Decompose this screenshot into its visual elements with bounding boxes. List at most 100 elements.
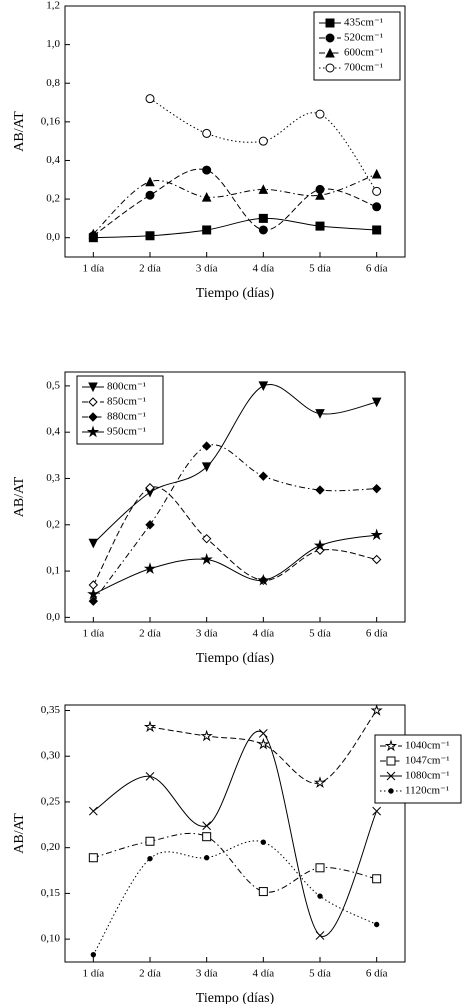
marker [145, 483, 155, 493]
plot-frame [64, 371, 406, 623]
marker [202, 225, 212, 235]
x-tick-label: 5 día [309, 968, 331, 980]
marker [313, 776, 327, 788]
marker [372, 874, 382, 884]
marker [86, 425, 100, 438]
legend-label: 880cm⁻¹ [107, 411, 146, 423]
y-tick-label: 1,0 [46, 38, 60, 50]
x-tick-label: 6 día [366, 263, 388, 275]
x-tick-label: 1 día [82, 263, 104, 275]
x-tick-label: 3 día [196, 968, 218, 980]
marker [371, 397, 382, 408]
marker [143, 720, 157, 733]
y-tick-label: 0,25 [41, 795, 61, 807]
x-tick-label: 6 día [366, 968, 388, 980]
legend-label: 800cm⁻¹ [107, 381, 146, 393]
y-tick-label: 0,20 [41, 841, 61, 853]
legend-label: 1080cm⁻¹ [405, 770, 450, 782]
marker [325, 47, 335, 58]
x-tick-label: 6 día [366, 628, 388, 640]
marker [315, 221, 325, 231]
marker [372, 225, 382, 235]
marker [88, 228, 99, 239]
series-line [92, 444, 377, 602]
plot-frame [64, 5, 406, 258]
marker [145, 190, 155, 200]
marker [373, 921, 380, 928]
x-tick-label: 4 día [252, 968, 274, 980]
marker [388, 788, 394, 794]
marker [88, 412, 98, 422]
y-tick-label: 0,2 [46, 518, 60, 530]
marker [257, 737, 270, 750]
marker [258, 381, 269, 392]
legend-label: 1047cm⁻¹ [405, 755, 450, 767]
marker [372, 186, 382, 196]
x-tick-label: 4 día [252, 628, 274, 640]
marker [88, 538, 99, 549]
x-axis-label: Tiempo (días) [196, 651, 275, 666]
marker [88, 397, 98, 407]
series-line [92, 840, 377, 955]
marker [203, 855, 210, 861]
x-tick-label: 2 día [139, 968, 161, 980]
marker [202, 821, 212, 831]
y-tick-label: 0,4 [46, 154, 60, 166]
marker [145, 771, 155, 781]
x-tick-label: 3 día [196, 628, 218, 640]
marker [257, 573, 270, 586]
marker [258, 887, 268, 897]
legend-label: 600cm⁻¹ [344, 47, 383, 59]
marker [313, 539, 327, 551]
y-tick-label: 0,2 [46, 193, 60, 205]
marker [87, 587, 100, 600]
marker [88, 853, 98, 863]
marker [143, 562, 157, 574]
marker [201, 533, 212, 544]
y-tick-label: 1,2 [46, 0, 60, 12]
y-tick-label: 0,5 [46, 379, 60, 391]
marker [372, 806, 382, 816]
x-axis-label: Tiempo (días) [196, 991, 275, 1004]
series-line [92, 173, 377, 235]
marker [201, 192, 212, 202]
y-tick-label: 0,10 [41, 933, 61, 945]
y-tick-label: 0,3 [46, 472, 60, 484]
marker [315, 109, 325, 119]
marker [258, 184, 269, 194]
y-tick-label: 0,1 [46, 565, 60, 577]
x-axis-label: Tiempo (días) [196, 286, 275, 301]
marker [325, 33, 335, 43]
marker [258, 225, 268, 235]
marker [202, 832, 212, 842]
y-axis-label: AB/AT [12, 476, 27, 517]
y-axis-label: AB/AT [12, 111, 27, 152]
series-line [149, 710, 378, 784]
marker [88, 382, 98, 393]
marker [384, 739, 398, 752]
marker [145, 520, 155, 530]
y-tick-label: 0,35 [41, 704, 61, 716]
y-tick-label: 0,15 [41, 887, 61, 899]
legend-label: 1040cm⁻¹ [405, 740, 450, 752]
marker [201, 462, 212, 473]
marker [258, 471, 269, 481]
legend-label: 850cm⁻¹ [107, 396, 146, 408]
marker [386, 771, 396, 781]
marker [315, 190, 325, 200]
plot-frame [64, 704, 406, 963]
x-tick-label: 2 día [139, 628, 161, 640]
series-line [93, 730, 378, 937]
marker [371, 168, 382, 179]
marker [145, 176, 155, 187]
marker [258, 136, 268, 146]
marker [315, 863, 325, 873]
y-tick-label: 0,0 [46, 611, 60, 623]
y-tick-label: 0,8 [46, 77, 60, 89]
marker [90, 951, 97, 958]
marker [200, 553, 213, 565]
marker [371, 554, 382, 565]
marker [88, 596, 99, 606]
marker [386, 756, 396, 766]
